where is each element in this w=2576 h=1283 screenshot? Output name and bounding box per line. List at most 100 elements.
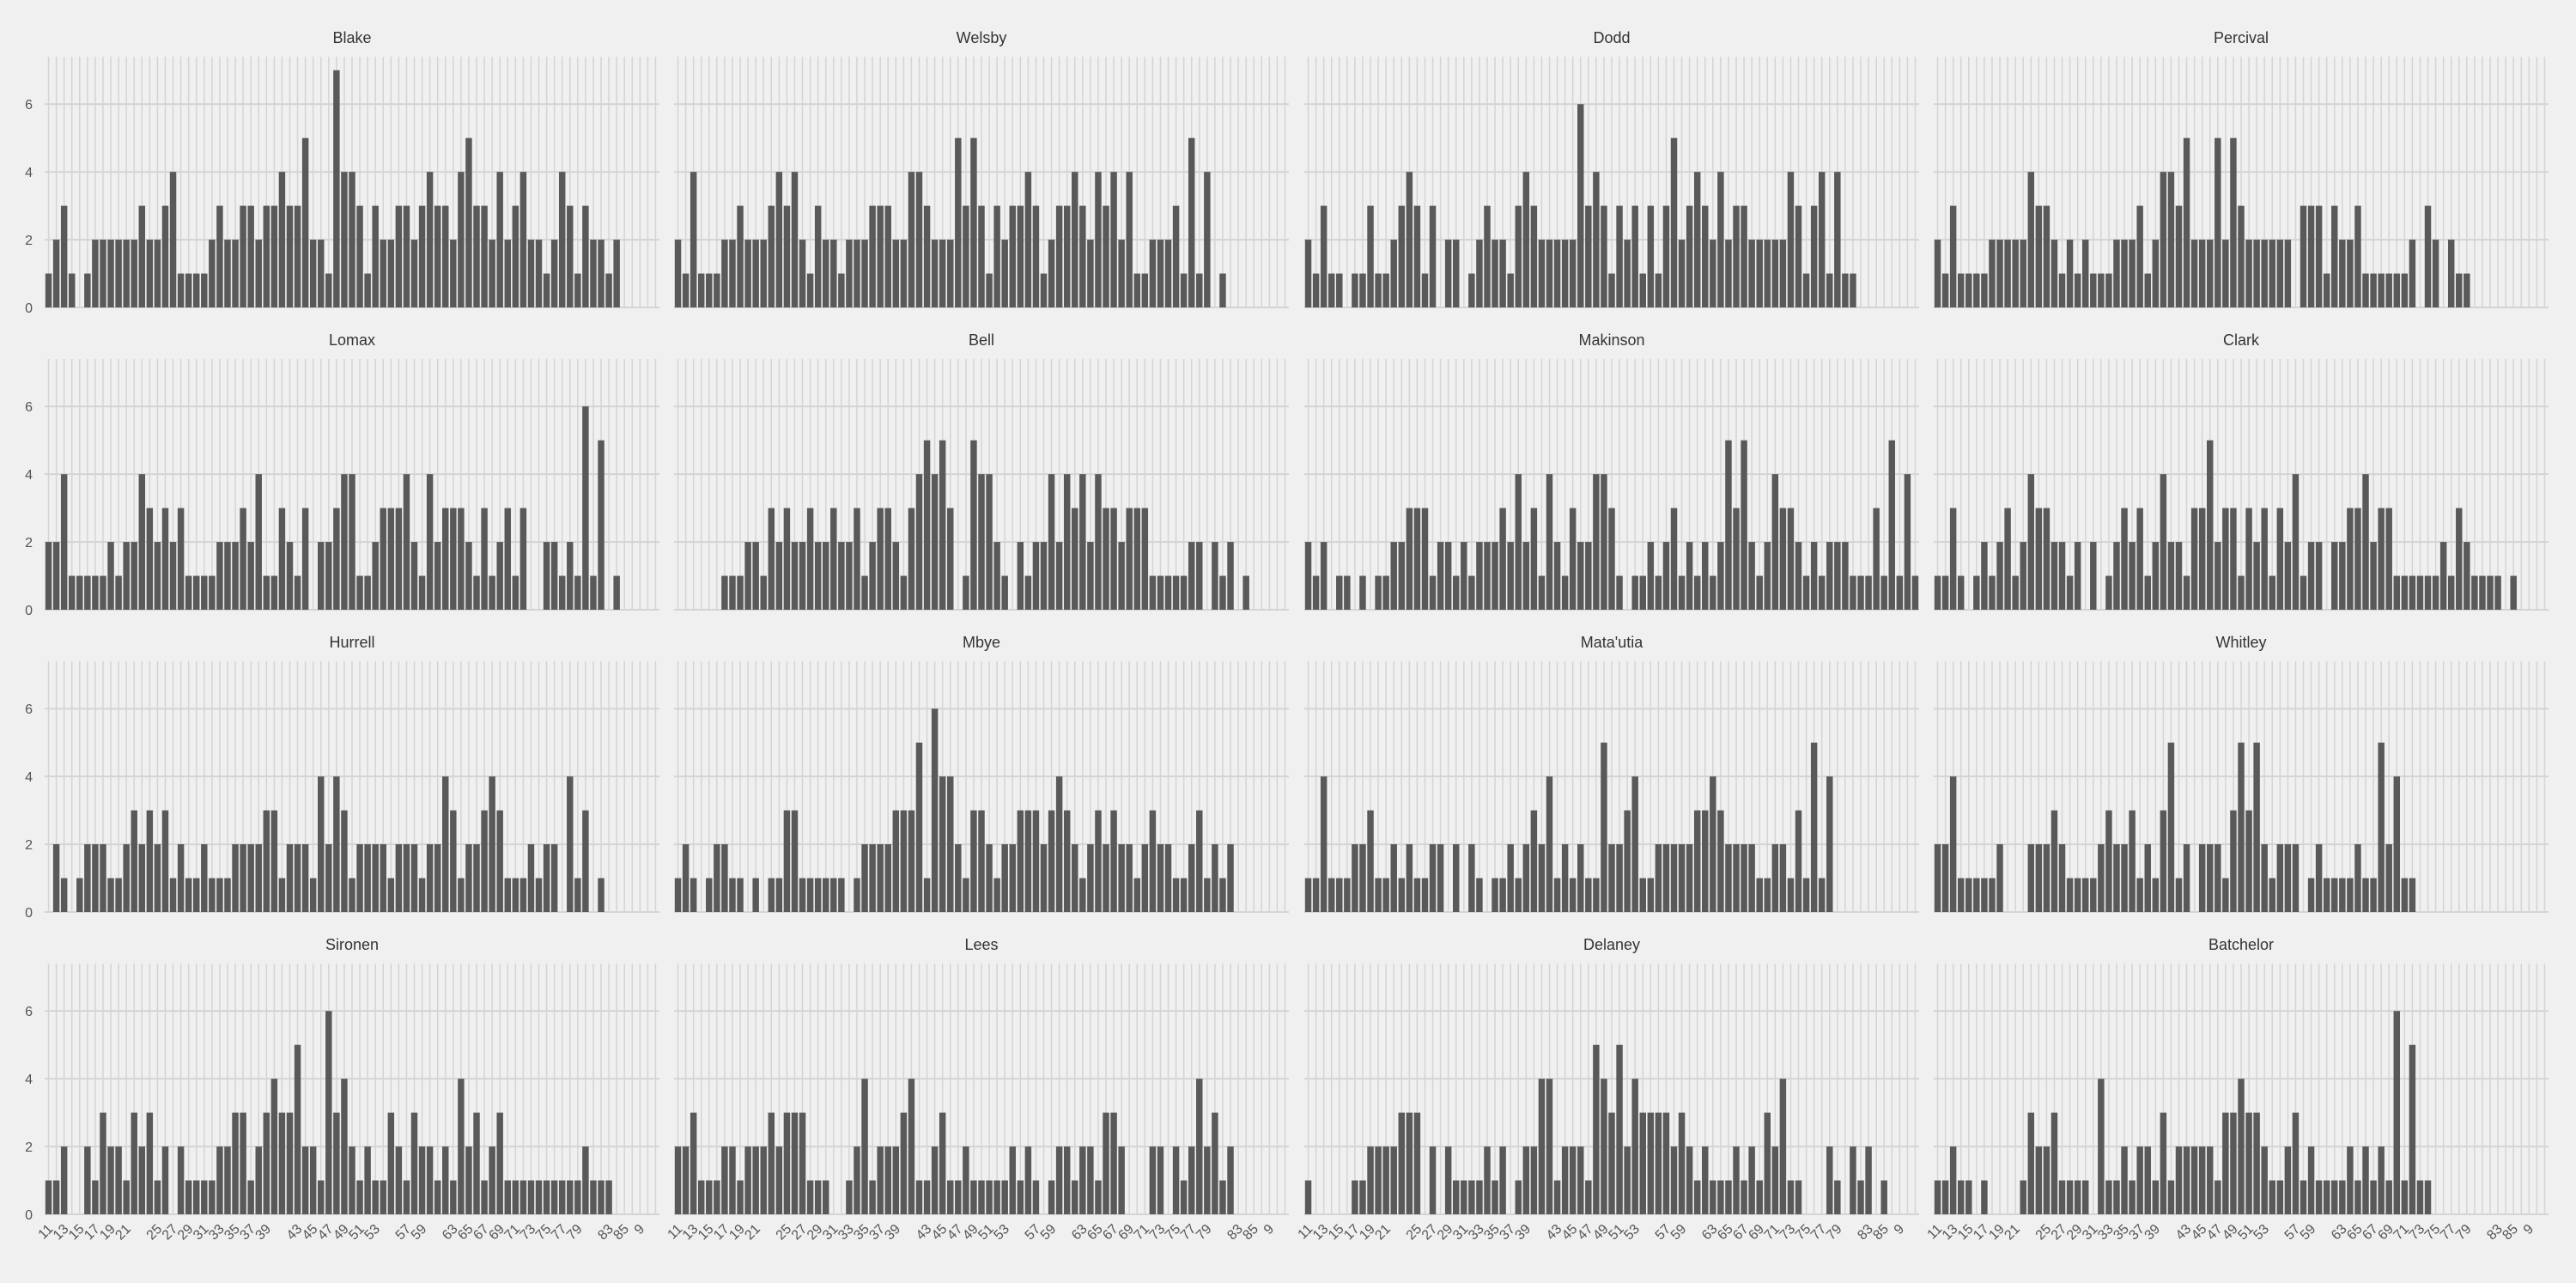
bar xyxy=(146,508,154,610)
bar xyxy=(1196,542,1203,610)
bar xyxy=(1375,575,1382,610)
bar xyxy=(395,1146,403,1214)
bar xyxy=(341,172,348,307)
bar xyxy=(1453,1180,1460,1214)
bar xyxy=(2105,273,2112,307)
bar xyxy=(1710,575,1716,610)
y-tick-label: 2 xyxy=(25,536,33,550)
bar xyxy=(1850,273,1856,307)
bar xyxy=(752,1146,759,1214)
bar xyxy=(193,575,200,610)
bar xyxy=(395,844,403,912)
bar xyxy=(2464,273,2470,307)
bar xyxy=(286,1112,294,1214)
bar xyxy=(752,542,759,610)
bar xyxy=(1957,878,1965,912)
bar xyxy=(1787,878,1795,912)
bar xyxy=(418,205,426,307)
bar xyxy=(216,878,223,912)
bar xyxy=(2207,240,2214,307)
bar xyxy=(2238,742,2245,912)
bar xyxy=(2222,878,2229,912)
bar xyxy=(341,1079,348,1214)
bar xyxy=(2284,1146,2292,1214)
bar xyxy=(1164,240,1172,307)
bar xyxy=(2269,240,2275,307)
bar xyxy=(1327,273,1335,307)
panel-blake: Blake 0 2 4 6 xyxy=(25,29,659,316)
bar xyxy=(2447,575,2455,610)
bar xyxy=(1577,844,1584,912)
bar xyxy=(84,844,91,912)
bar xyxy=(2307,205,2315,307)
y-tick-label: 4 xyxy=(25,1073,33,1087)
bar xyxy=(512,878,519,912)
bar xyxy=(543,1180,550,1214)
bar xyxy=(1896,575,1904,610)
bar xyxy=(138,1146,146,1214)
bar xyxy=(201,575,208,610)
bar xyxy=(1888,440,1896,610)
bar xyxy=(1320,542,1327,610)
bar xyxy=(2238,1079,2245,1214)
bar xyxy=(1444,1146,1452,1214)
bar xyxy=(458,172,465,307)
bar xyxy=(209,575,216,610)
bar xyxy=(830,878,837,912)
bar xyxy=(301,508,309,610)
bar xyxy=(1561,844,1569,912)
bar xyxy=(1461,542,1467,610)
bar xyxy=(1204,878,1211,912)
bar xyxy=(791,810,799,912)
bar xyxy=(1717,172,1724,307)
bar xyxy=(1538,575,1546,610)
bar xyxy=(1655,575,1662,610)
bar xyxy=(768,878,775,912)
bar xyxy=(318,240,325,307)
bar xyxy=(947,240,954,307)
bar xyxy=(473,205,480,307)
bar xyxy=(1989,240,1996,307)
bar xyxy=(450,508,457,610)
bar xyxy=(1212,542,1218,610)
x-tick-label: 53 xyxy=(2251,1222,2272,1243)
bar xyxy=(1934,575,1941,610)
bar xyxy=(263,1112,270,1214)
bar xyxy=(2121,240,2128,307)
bar xyxy=(341,474,348,610)
bar xyxy=(1756,575,1763,610)
bar xyxy=(900,575,908,610)
bar xyxy=(806,1180,814,1214)
x-tick-label: 21 xyxy=(112,1222,134,1243)
bar xyxy=(2432,575,2439,610)
bar xyxy=(1421,508,1429,610)
bar xyxy=(1577,104,1584,307)
bar xyxy=(519,1180,527,1214)
bar xyxy=(107,1146,114,1214)
bar xyxy=(496,1112,503,1214)
bar xyxy=(1055,542,1063,610)
bar xyxy=(1304,1180,1312,1214)
bar xyxy=(2315,1180,2323,1214)
bar xyxy=(986,273,993,307)
bar xyxy=(1546,1079,1553,1214)
bar xyxy=(450,240,457,307)
bar xyxy=(939,240,946,307)
bar xyxy=(294,205,301,307)
bar xyxy=(1453,844,1460,912)
bar xyxy=(1522,1146,1530,1214)
bar xyxy=(2276,1180,2284,1214)
bar xyxy=(690,878,697,912)
bar xyxy=(2245,810,2252,912)
bar xyxy=(582,205,589,307)
bar xyxy=(714,1180,720,1214)
bar xyxy=(2409,575,2416,610)
bar xyxy=(1702,542,1709,610)
bar xyxy=(1865,1146,1872,1214)
bar xyxy=(1507,844,1514,912)
bar xyxy=(582,406,589,610)
bar xyxy=(1647,1112,1655,1214)
bar xyxy=(558,172,566,307)
bar xyxy=(2424,205,2432,307)
